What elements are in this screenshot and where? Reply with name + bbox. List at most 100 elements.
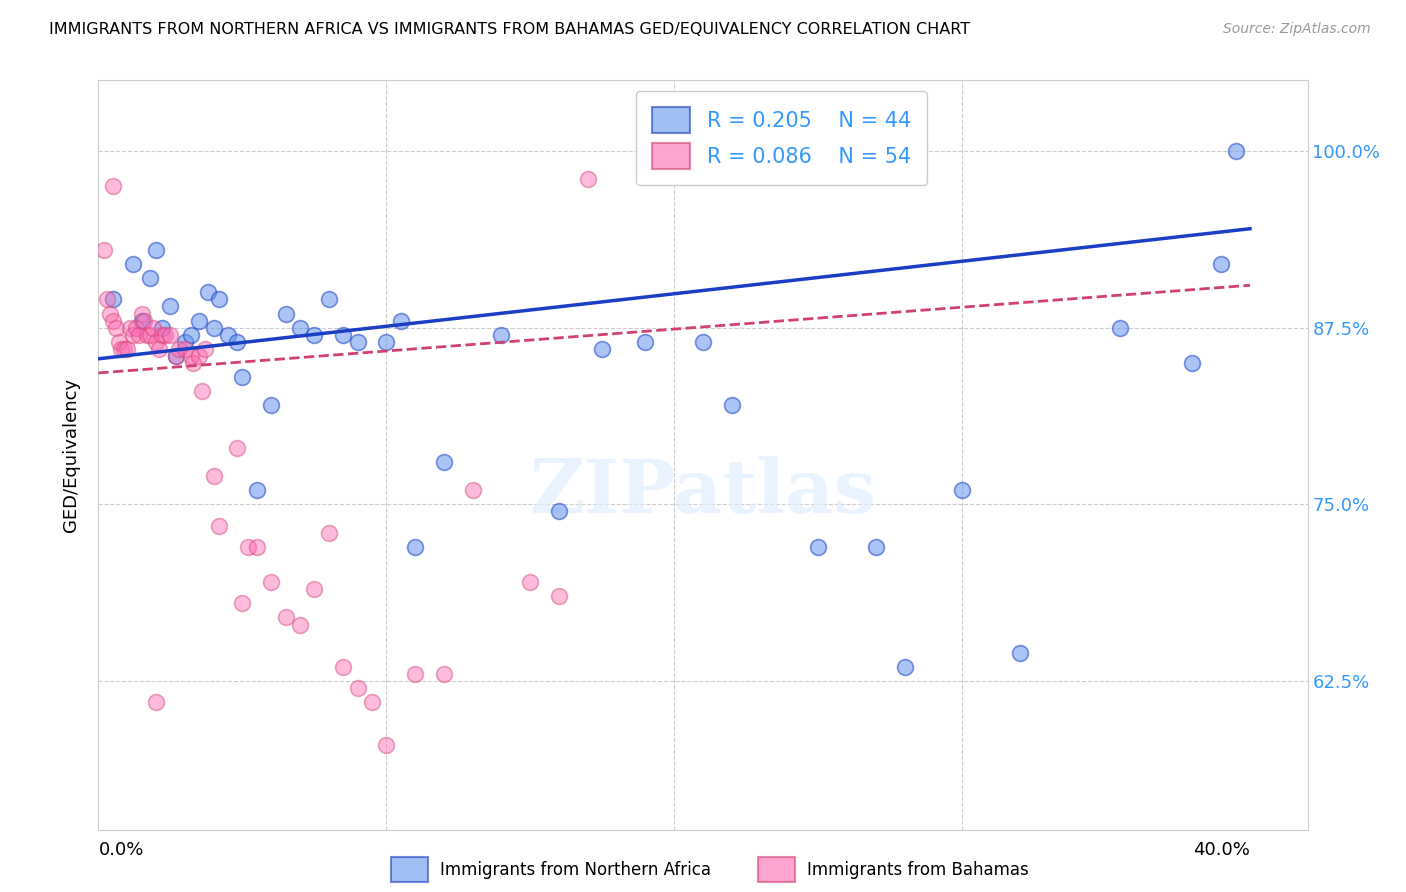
Bar — [758, 857, 794, 882]
Point — [404, 667, 426, 681]
Point — [591, 342, 613, 356]
Point — [150, 327, 173, 342]
Point — [491, 327, 513, 342]
Point — [122, 257, 145, 271]
Point — [246, 540, 269, 554]
Point — [136, 327, 159, 342]
Point — [576, 172, 599, 186]
Point — [332, 660, 354, 674]
Point — [145, 334, 167, 349]
Point — [110, 342, 132, 356]
Point — [165, 349, 187, 363]
Point — [131, 307, 153, 321]
Point — [318, 293, 340, 307]
Point — [180, 327, 202, 342]
Point — [1211, 257, 1233, 271]
Point — [153, 327, 176, 342]
Point — [125, 320, 148, 334]
Point — [720, 399, 742, 413]
Point — [246, 483, 269, 498]
Point — [692, 334, 714, 349]
Point — [101, 179, 124, 194]
Point — [139, 327, 162, 342]
Point — [139, 271, 162, 285]
Point — [231, 596, 253, 610]
Text: Source: ZipAtlas.com: Source: ZipAtlas.com — [1223, 22, 1371, 37]
Point — [865, 540, 887, 554]
Point — [461, 483, 484, 498]
Point — [115, 342, 138, 356]
Point — [208, 293, 231, 307]
Point — [1109, 320, 1132, 334]
Point — [120, 320, 142, 334]
Text: ZIPatlas: ZIPatlas — [530, 456, 876, 529]
Point — [128, 327, 150, 342]
Point — [1181, 356, 1204, 370]
Point — [145, 695, 167, 709]
Legend: R = 0.205    N = 44, R = 0.086    N = 54: R = 0.205 N = 44, R = 0.086 N = 54 — [636, 91, 928, 186]
Point — [101, 313, 124, 327]
Point — [96, 293, 118, 307]
Point — [93, 243, 115, 257]
Point — [548, 589, 571, 603]
Point — [433, 667, 456, 681]
Point — [288, 617, 311, 632]
Point — [148, 342, 170, 356]
Point — [173, 342, 195, 356]
Point — [807, 540, 830, 554]
Point — [231, 370, 253, 384]
Point — [236, 540, 259, 554]
Point — [159, 300, 181, 314]
Point — [404, 540, 426, 554]
Text: 0.0%: 0.0% — [98, 841, 143, 859]
Point — [346, 681, 368, 696]
Point — [225, 334, 247, 349]
Point — [101, 293, 124, 307]
Point — [217, 327, 239, 342]
Point — [225, 441, 247, 455]
Point — [548, 504, 571, 518]
Point — [332, 327, 354, 342]
Point — [131, 313, 153, 327]
Point — [122, 327, 145, 342]
Point — [107, 334, 129, 349]
Point — [346, 334, 368, 349]
Text: 40.0%: 40.0% — [1194, 841, 1250, 859]
Point — [389, 313, 412, 327]
Text: Immigrants from Bahamas: Immigrants from Bahamas — [807, 861, 1029, 879]
Point — [165, 349, 187, 363]
Point — [194, 342, 217, 356]
Point — [304, 582, 326, 597]
Point — [304, 327, 326, 342]
Y-axis label: GED/Equivalency: GED/Equivalency — [62, 378, 80, 532]
Point — [634, 334, 657, 349]
Point — [112, 342, 135, 356]
Point — [104, 320, 127, 334]
Point — [191, 384, 214, 399]
Point — [519, 575, 541, 590]
Point — [1008, 646, 1031, 660]
Point — [173, 334, 195, 349]
Point — [208, 518, 231, 533]
Point — [375, 738, 398, 752]
Point — [433, 455, 456, 469]
Point — [260, 575, 283, 590]
Point — [197, 285, 219, 300]
Point — [167, 342, 190, 356]
Point — [180, 349, 202, 363]
Bar — [391, 857, 427, 882]
Text: Immigrants from Northern Africa: Immigrants from Northern Africa — [440, 861, 711, 879]
Point — [260, 399, 283, 413]
Point — [318, 525, 340, 540]
Point — [145, 243, 167, 257]
Point — [188, 313, 211, 327]
Text: IMMIGRANTS FROM NORTHERN AFRICA VS IMMIGRANTS FROM BAHAMAS GED/EQUIVALENCY CORRE: IMMIGRANTS FROM NORTHERN AFRICA VS IMMIG… — [49, 22, 970, 37]
Point — [288, 320, 311, 334]
Point — [361, 695, 384, 709]
Point — [202, 320, 225, 334]
Point — [142, 320, 165, 334]
Point — [150, 320, 173, 334]
Point — [950, 483, 973, 498]
Point — [893, 660, 915, 674]
Point — [134, 313, 156, 327]
